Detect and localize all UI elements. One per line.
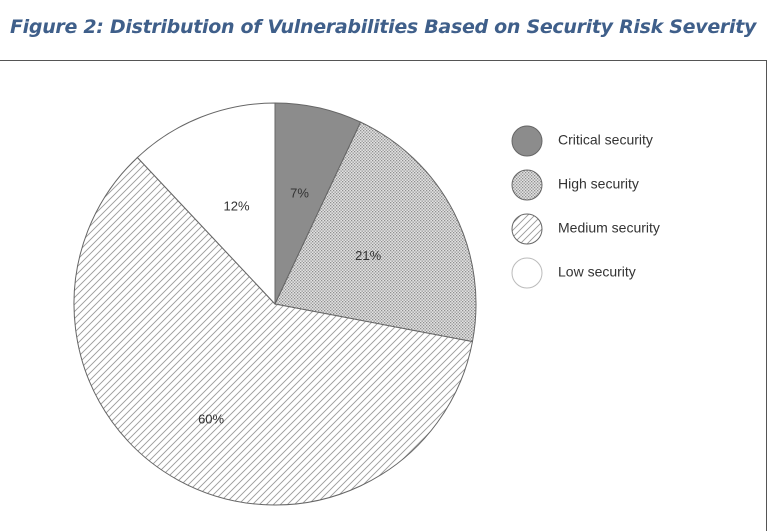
slice-label-low: 12% [224,198,250,213]
legend-swatch-critical [511,125,543,157]
slice-high [274,121,477,343]
pie-slices [73,102,477,506]
figure-title: Figure 2: Distribution of Vulnerabilitie… [10,16,757,38]
legend-swatch-medium [511,213,543,245]
legend: Critical security High security Medium sec… [511,125,660,289]
legend-swatch-low [511,257,543,289]
chart-frame: 7% 21% 60% 12% Critical security High securi… [0,60,767,531]
slice-medium [73,156,474,506]
legend-label: Low security [558,264,636,280]
slice-label-critical: 7% [290,186,309,201]
legend-swatch-high [511,169,543,201]
pie-slice-labels: 7% 21% 60% 12% [198,186,381,427]
legend-item-high: High security [511,169,639,201]
slice-label-high: 21% [355,248,381,263]
legend-item-low: Low security [511,257,636,289]
legend-label: Medium security [558,220,660,236]
legend-item-medium: Medium security [511,213,660,245]
pie-chart: 7% 21% 60% 12% Critical security High securi… [73,102,660,506]
legend-label: High security [558,176,639,192]
legend-item-critical: Critical security [511,125,653,157]
slice-label-medium: 60% [198,412,224,427]
legend-label: Critical security [558,132,653,148]
slice-low [136,102,276,306]
